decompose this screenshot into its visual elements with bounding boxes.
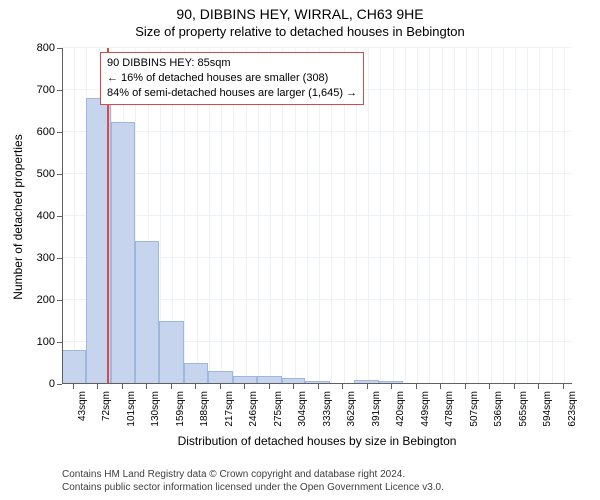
x-tick-label: 420sqm — [395, 391, 406, 427]
x-tick-label: 188sqm — [199, 391, 210, 427]
x-tick-label: 565sqm — [518, 391, 529, 427]
x-tick-label: 333sqm — [322, 391, 333, 427]
x-tick-label: 623sqm — [567, 391, 578, 427]
x-tick-label: 217sqm — [224, 391, 235, 427]
x-tick-label: 304sqm — [297, 391, 308, 427]
x-tick-label: 130sqm — [150, 391, 161, 427]
annotation-box: 90 DIBBINS HEY: 85sqm ← 16% of detached … — [100, 52, 364, 105]
histogram-bar — [135, 241, 159, 384]
y-tick-label: 200 — [27, 294, 55, 306]
x-tick-label: 159sqm — [175, 391, 186, 427]
histogram-bar — [62, 350, 86, 384]
chart-title: 90, DIBBINS HEY, WIRRAL, CH63 9HE — [0, 0, 600, 22]
annotation-line-3: 84% of semi-detached houses are larger (… — [107, 86, 357, 101]
y-tick-label: 500 — [27, 168, 55, 180]
y-tick-label: 400 — [27, 210, 55, 222]
chart-subtitle: Size of property relative to detached ho… — [0, 22, 600, 39]
footer-attribution: Contains HM Land Registry data © Crown c… — [62, 468, 444, 494]
x-tick-label: 478sqm — [444, 391, 455, 427]
footer-line-1: Contains HM Land Registry data © Crown c… — [62, 469, 405, 480]
annotation-line-2: ← 16% of detached houses are smaller (30… — [107, 71, 357, 86]
y-tick-label: 300 — [27, 252, 55, 264]
x-tick-label: 362sqm — [346, 391, 357, 427]
x-tick-label: 101sqm — [126, 391, 137, 427]
y-tick-label: 0 — [27, 378, 55, 390]
x-tick-label: 43sqm — [77, 391, 88, 421]
histogram-bar — [159, 321, 183, 384]
x-tick-label: 391sqm — [371, 391, 382, 427]
footer-line-2: Contains public sector information licen… — [62, 482, 444, 493]
x-tick-label: 449sqm — [420, 391, 431, 427]
annotation-line-1: 90 DIBBINS HEY: 85sqm — [107, 56, 357, 71]
x-tick-label: 507sqm — [469, 391, 480, 427]
y-tick-label: 800 — [27, 42, 55, 54]
histogram-bar — [184, 363, 208, 384]
y-axis-label: Number of detached properties — [11, 127, 25, 307]
x-tick-label: 275sqm — [273, 391, 284, 427]
y-tick-label: 100 — [27, 336, 55, 348]
x-tick-label: 246sqm — [248, 391, 259, 427]
y-tick-label: 700 — [27, 84, 55, 96]
x-tick-label: 72sqm — [101, 391, 112, 421]
y-tick-label: 600 — [27, 126, 55, 138]
chart-container: { "title": "90, DIBBINS HEY, WIRRAL, CH6… — [0, 0, 600, 500]
x-axis-label: Distribution of detached houses by size … — [62, 434, 572, 448]
x-tick-label: 594sqm — [542, 391, 553, 427]
x-tick-label: 536sqm — [493, 391, 504, 427]
histogram-bar — [111, 122, 135, 385]
